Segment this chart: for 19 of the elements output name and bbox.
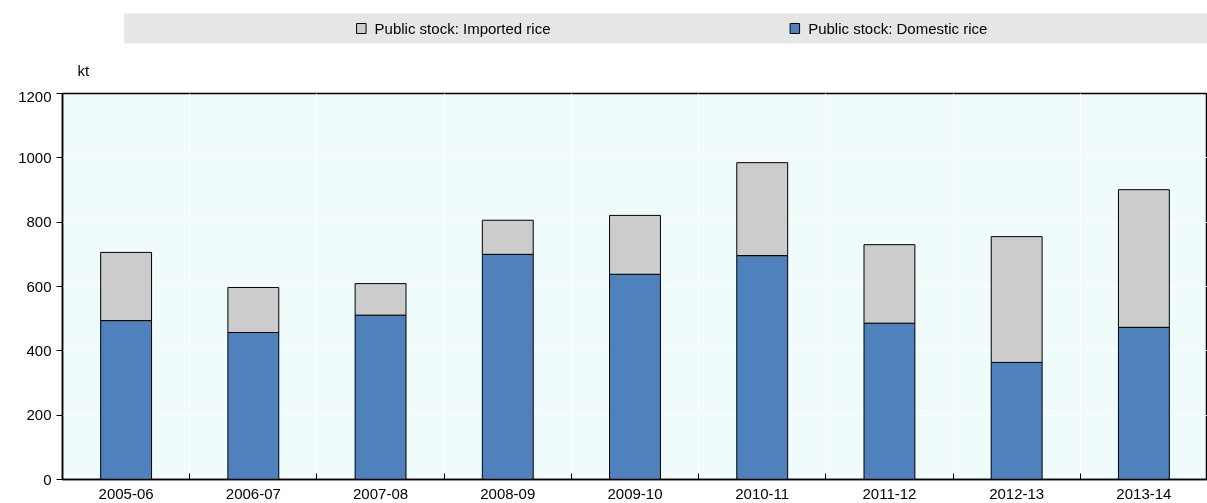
y-tick-label: 600 [26, 277, 52, 295]
x-tick-label: 2010-11 [735, 484, 790, 502]
x-tick-label: 2007-08 [353, 484, 409, 502]
x-tick-label: 2005-06 [98, 484, 154, 502]
x-tick-label: 2006-07 [225, 484, 281, 502]
x-tick-label: 2009-10 [607, 484, 663, 502]
x-tick-label: 2012-13 [989, 484, 1045, 502]
legend-label: Public stock: Imported rice [374, 20, 551, 37]
y-tick-label: 800 [26, 213, 52, 231]
y-tick-label: 0 [43, 470, 52, 488]
x-tick-label: 2013-14 [1116, 484, 1172, 502]
legend-label: Public stock: Domestic rice [808, 20, 988, 37]
y-tick-label: 200 [26, 406, 52, 424]
x-tick-label: 2008-09 [480, 484, 536, 502]
y-tick-label: 1200 [18, 87, 52, 105]
x-tick-label: 2011-12 [862, 484, 917, 502]
y-tick-label: 400 [26, 341, 52, 359]
y-tick-label: 1000 [18, 148, 52, 166]
y-axis-title: kt [77, 61, 91, 79]
